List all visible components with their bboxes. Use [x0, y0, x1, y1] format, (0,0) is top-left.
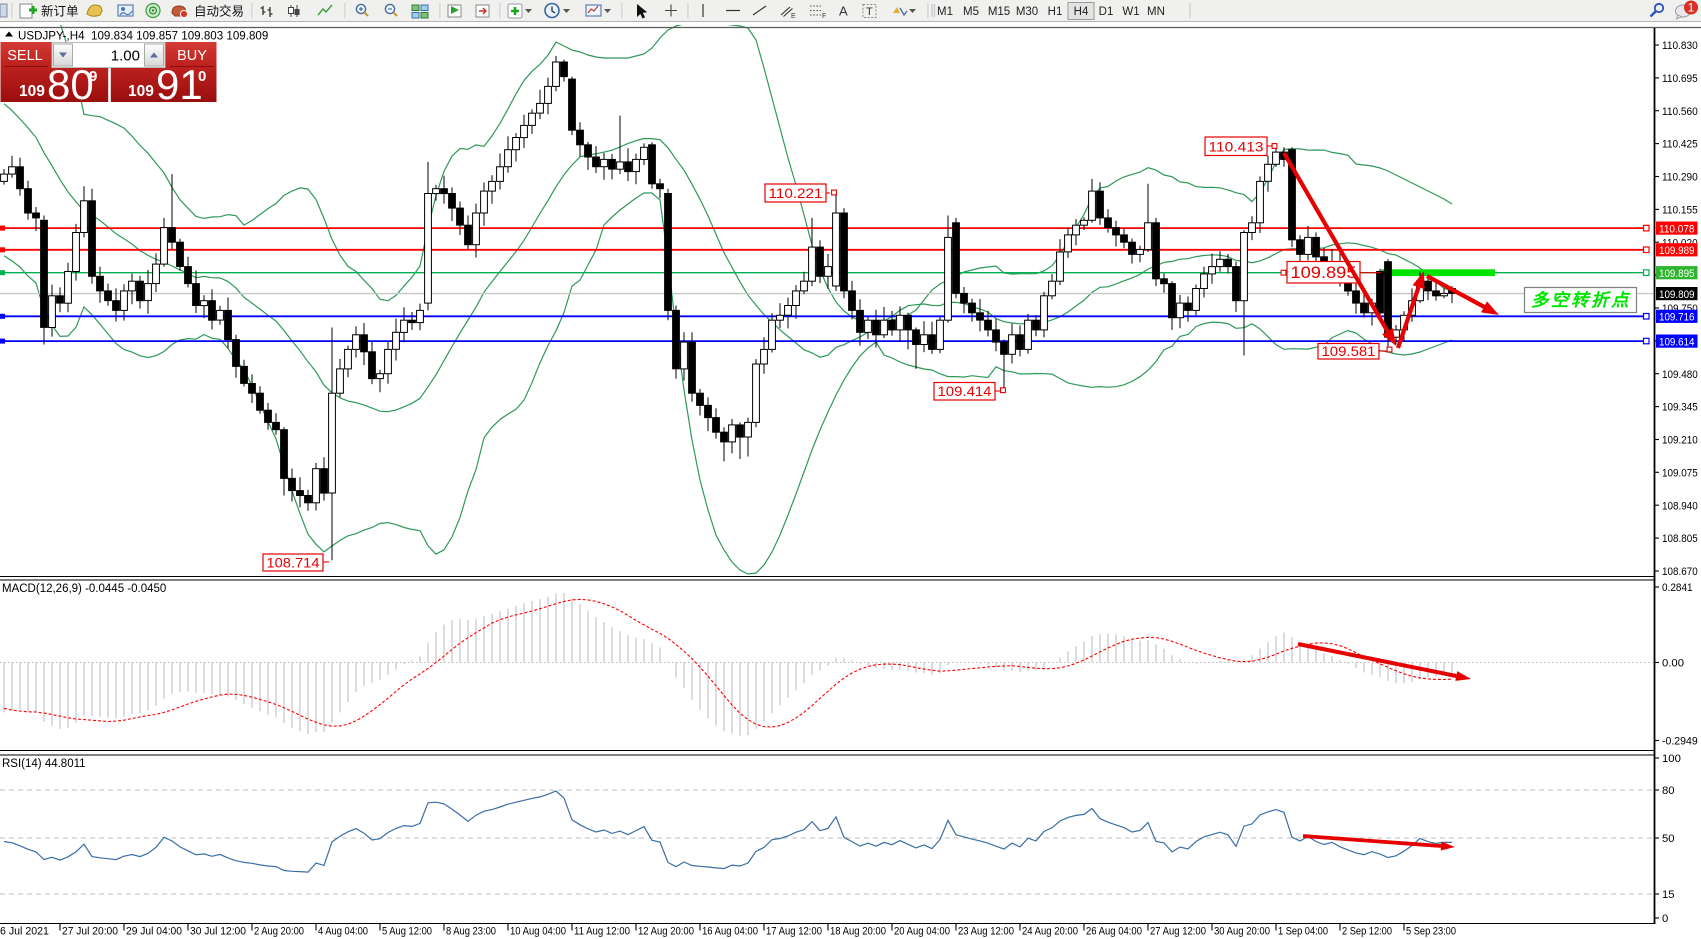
svg-text:108.670: 108.670 [1662, 566, 1698, 578]
svg-text:109.210: 109.210 [1662, 435, 1698, 447]
svg-text:17 Aug 12:00: 17 Aug 12:00 [766, 926, 822, 938]
svg-text:自动交易: 自动交易 [194, 4, 244, 19]
svg-text:109.614: 109.614 [1659, 336, 1695, 348]
svg-text:5 Sep 23:00: 5 Sep 23:00 [1406, 926, 1456, 938]
svg-text:D1: D1 [1099, 6, 1114, 18]
svg-text:109.895: 109.895 [1291, 264, 1357, 282]
svg-text:F: F [822, 13, 826, 20]
svg-text:110.290: 110.290 [1662, 172, 1698, 184]
svg-text:11 Aug 12:00: 11 Aug 12:00 [574, 926, 630, 938]
svg-text:4 Aug 04:00: 4 Aug 04:00 [318, 926, 368, 938]
svg-text:MACD(12,26,9) -0.0445 -0.0450: MACD(12,26,9) -0.0445 -0.0450 [2, 583, 166, 595]
svg-text:9: 9 [89, 68, 97, 85]
svg-text:5 Aug 12:00: 5 Aug 12:00 [382, 926, 432, 938]
svg-text:6 Jul 2021: 6 Jul 2021 [0, 926, 49, 938]
svg-text:30 Aug 20:00: 30 Aug 20:00 [1214, 926, 1270, 938]
svg-text:109.345: 109.345 [1662, 402, 1698, 414]
svg-text:109.895: 109.895 [1659, 268, 1695, 280]
svg-text:15: 15 [1662, 889, 1675, 901]
svg-text:108.805: 108.805 [1662, 533, 1698, 545]
svg-text:2 Sep 12:00: 2 Sep 12:00 [1342, 926, 1392, 938]
svg-text:8 Aug 23:00: 8 Aug 23:00 [446, 926, 496, 938]
svg-text:110.413: 110.413 [1209, 138, 1264, 154]
svg-text:MN: MN [1147, 6, 1165, 18]
svg-text:110.221: 110.221 [769, 185, 823, 201]
svg-text:M1: M1 [937, 6, 953, 18]
svg-text:H1: H1 [1048, 6, 1063, 18]
svg-text:27 Jul 20:00: 27 Jul 20:00 [62, 926, 118, 938]
svg-text:20 Aug 04:00: 20 Aug 04:00 [894, 926, 950, 938]
svg-text:110.695: 110.695 [1662, 73, 1698, 85]
svg-text:110.425: 110.425 [1662, 139, 1698, 151]
svg-text:M30: M30 [1016, 6, 1038, 18]
svg-text:50: 50 [1662, 833, 1675, 845]
svg-text:108.714: 108.714 [267, 555, 321, 570]
svg-text:109: 109 [128, 83, 154, 100]
svg-text:USDJPY-,H4 109.834 109.857 10: USDJPY-,H4 109.834 109.857 109.803 109.8… [18, 30, 268, 43]
svg-text:109.581: 109.581 [1322, 344, 1376, 359]
svg-text:新订单: 新订单 [41, 4, 79, 19]
svg-text:109.480: 109.480 [1662, 369, 1698, 381]
svg-text:80: 80 [1662, 785, 1675, 797]
svg-text:12 Aug 20:00: 12 Aug 20:00 [638, 926, 694, 938]
svg-text:T: T [866, 6, 873, 18]
svg-text:SELL: SELL [7, 48, 42, 64]
svg-text:91: 91 [156, 61, 203, 108]
svg-text:100: 100 [1662, 753, 1681, 765]
svg-text:1: 1 [1688, 3, 1694, 15]
svg-text:RSI(14) 44.8011: RSI(14) 44.8011 [2, 758, 86, 770]
svg-text:109: 109 [19, 83, 45, 100]
svg-text:109.989: 109.989 [1659, 245, 1695, 257]
svg-text:29 Jul 04:00: 29 Jul 04:00 [126, 926, 182, 938]
svg-text:24 Aug 20:00: 24 Aug 20:00 [1022, 926, 1078, 938]
svg-text:1.00: 1.00 [111, 48, 140, 65]
svg-text:109.075: 109.075 [1662, 467, 1698, 479]
svg-text:H4: H4 [1074, 6, 1089, 18]
svg-text:30 Jul 12:00: 30 Jul 12:00 [190, 926, 246, 938]
svg-text:W1: W1 [1122, 6, 1139, 18]
svg-text:23 Aug 12:00: 23 Aug 12:00 [958, 926, 1014, 938]
svg-text:0.00: 0.00 [1662, 658, 1684, 670]
svg-text:18 Aug 20:00: 18 Aug 20:00 [830, 926, 886, 938]
svg-text:10 Aug 04:00: 10 Aug 04:00 [510, 926, 566, 938]
svg-text:110.830: 110.830 [1662, 40, 1698, 52]
svg-text:BUY: BUY [177, 48, 207, 64]
svg-text:A: A [839, 4, 848, 19]
svg-text:-0.2949: -0.2949 [1662, 736, 1698, 748]
svg-text:109.414: 109.414 [938, 384, 993, 399]
svg-text:110.078: 110.078 [1659, 223, 1695, 235]
svg-text:108.940: 108.940 [1662, 500, 1698, 512]
svg-text:26 Aug 04:00: 26 Aug 04:00 [1086, 926, 1142, 938]
svg-text:2 Aug 20:00: 2 Aug 20:00 [254, 926, 304, 938]
svg-text:110.155: 110.155 [1662, 204, 1698, 216]
svg-text:16 Aug 04:00: 16 Aug 04:00 [702, 926, 758, 938]
svg-text:109.809: 109.809 [1659, 289, 1695, 301]
svg-text:M5: M5 [963, 6, 979, 18]
svg-text:0.2841: 0.2841 [1662, 582, 1693, 594]
svg-text:多空转折点: 多空转折点 [1531, 290, 1631, 310]
svg-text:110.560: 110.560 [1662, 106, 1698, 118]
svg-text:0: 0 [198, 68, 206, 85]
svg-text:1 Sep 04:00: 1 Sep 04:00 [1278, 926, 1328, 938]
svg-text:27 Aug 12:00: 27 Aug 12:00 [1150, 926, 1206, 938]
svg-text:0: 0 [1662, 913, 1668, 925]
svg-text:M15: M15 [988, 6, 1010, 18]
svg-text:109.716: 109.716 [1659, 312, 1695, 324]
svg-text:80: 80 [47, 61, 94, 108]
svg-text:E: E [791, 13, 796, 20]
